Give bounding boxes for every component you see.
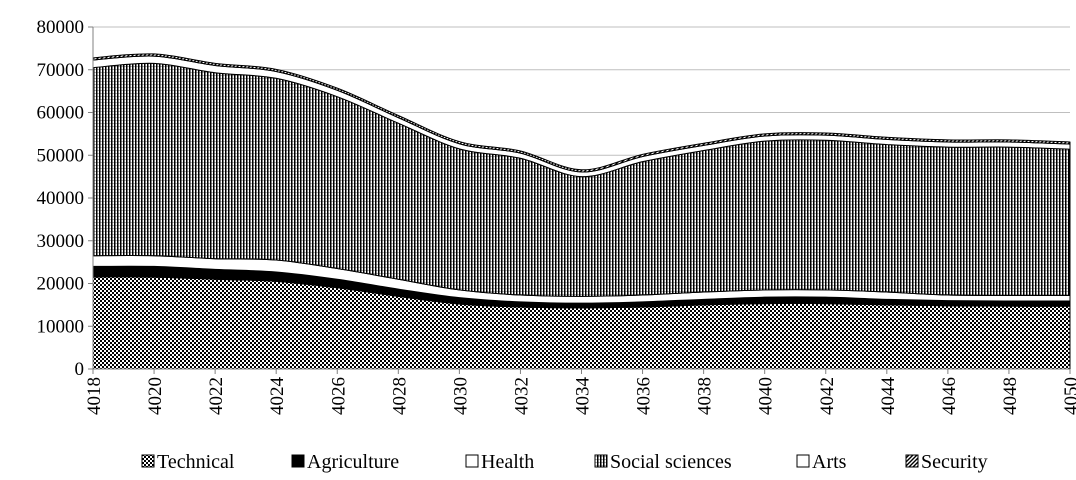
x-tick-label: 4022 [206, 377, 227, 415]
y-tick-label: 70000 [37, 60, 85, 81]
legend-swatch-security [905, 454, 919, 468]
x-tick-label: 4038 [695, 377, 716, 415]
x-tick-label: 4042 [817, 377, 838, 415]
x-tick-label: 4026 [328, 377, 349, 415]
legend-swatch-arts [796, 454, 810, 468]
legend-swatch-health [465, 454, 479, 468]
legend-swatch-social-sciences [594, 454, 608, 468]
x-tick-label: 4028 [389, 377, 410, 415]
x-tick-label: 4024 [267, 377, 288, 416]
legend-swatch-technical [141, 454, 155, 468]
y-tick-label: 40000 [37, 188, 85, 209]
legend-label-social-sciences: Social sciences [610, 451, 732, 473]
legend-label-arts: Arts [812, 451, 847, 473]
legend-label-technical: Technical [157, 451, 235, 473]
area-security [92, 53, 1071, 173]
x-tick-label: 4030 [450, 377, 471, 415]
y-tick-label: 30000 [37, 231, 85, 252]
x-tick-label: 4046 [939, 377, 960, 415]
axes: 0 10000 20000 30000 40000 50000 60000 70000 8000… [37, 17, 1076, 415]
x-tick-label: 4036 [634, 377, 655, 415]
x-tick-label: 4044 [878, 377, 899, 416]
legend: Technical Agriculture Health Social science… [141, 451, 988, 473]
x-tick-label: 4040 [756, 377, 777, 415]
legend-label-agriculture: Agriculture [307, 451, 399, 473]
x-tick-label: 4050 [1061, 377, 1076, 415]
x-tick-label: 4018 [84, 377, 105, 415]
x-tick-label: 4032 [511, 377, 532, 415]
y-tick-label: 50000 [37, 145, 85, 166]
legend-swatch-agriculture [291, 454, 305, 468]
y-tick-label: 20000 [37, 274, 85, 295]
y-tick-label: 0 [75, 359, 85, 380]
x-tick-label: 4048 [1000, 377, 1021, 415]
x-tick-label: 4020 [145, 377, 166, 415]
y-tick-label: 80000 [37, 17, 85, 38]
area-series-layer [92, 53, 1071, 370]
y-tick-label: 60000 [37, 103, 85, 124]
legend-label-health: Health [481, 451, 534, 473]
legend-label-security: Security [921, 451, 988, 473]
y-tick-label: 10000 [37, 316, 85, 337]
x-tick-label: 4034 [573, 377, 594, 416]
